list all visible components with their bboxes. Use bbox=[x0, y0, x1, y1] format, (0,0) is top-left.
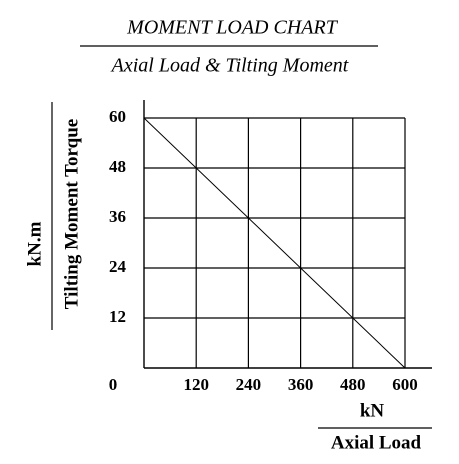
chart-subtitle: Axial Load & Tilting Moment bbox=[110, 55, 349, 77]
y-tick-label: 48 bbox=[109, 157, 126, 176]
x-tick-label: 240 bbox=[236, 375, 262, 394]
y-tick-label: 24 bbox=[109, 257, 127, 276]
chart-title: MOMENT LOAD CHART bbox=[126, 17, 339, 39]
y-axis-unit: kN.m bbox=[24, 221, 45, 266]
y-axis-title: Tilting Moment Torque bbox=[61, 119, 82, 309]
x-tick-label: 120 bbox=[183, 375, 209, 394]
x-axis-unit: kN bbox=[360, 400, 385, 421]
x-axis-title: Axial Load bbox=[331, 432, 422, 453]
x-tick-label: 480 bbox=[340, 375, 366, 394]
y-tick-label: 36 bbox=[109, 207, 126, 226]
x-tick-label: 600 bbox=[392, 375, 418, 394]
y-tick-label: 60 bbox=[109, 107, 126, 126]
x-tick-label: 0 bbox=[109, 375, 118, 394]
x-tick-label: 360 bbox=[288, 375, 314, 394]
data-line bbox=[143, 117, 406, 369]
y-tick-label: 12 bbox=[109, 307, 126, 326]
